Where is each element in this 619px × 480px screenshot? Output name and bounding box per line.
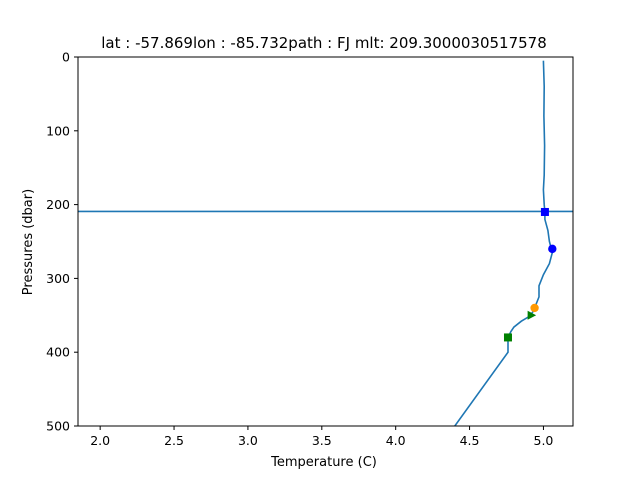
plot-frame — [77, 56, 574, 427]
marker-0-square — [540, 207, 549, 216]
series-line-0 — [454, 60, 554, 426]
x-tick-label: 3.5 — [312, 433, 332, 448]
x-tick-label: 2.5 — [164, 433, 184, 448]
x-tick-label: 4.0 — [386, 433, 406, 448]
y-tick-label: 100 — [46, 123, 70, 138]
x-axis-label: Temperature (C) — [270, 455, 377, 470]
y-axis-label: Pressures (dbar) — [21, 189, 36, 295]
y-tick-label: 500 — [46, 419, 70, 434]
y-tick-label: 300 — [46, 271, 70, 286]
y-tick-label: 0 — [62, 50, 70, 65]
x-tick-label: 4.5 — [460, 433, 480, 448]
y-tick-label: 200 — [46, 197, 70, 212]
y-tick-label: 400 — [46, 345, 70, 360]
x-tick-label: 2.0 — [90, 433, 110, 448]
x-tick-label: 3.0 — [238, 433, 258, 448]
chart-title: lat : -57.869lon : -85.732path : FJ mlt:… — [101, 34, 547, 52]
marker-1-circle — [548, 244, 557, 254]
marker-4-square — [503, 333, 512, 342]
marker-3-triangle-right — [527, 310, 537, 320]
x-tick-label: 5.0 — [534, 433, 554, 448]
plot-area: 2.0 2.5 3.0 3.5 4.0 4.5 5.0 0 100 200 300 400 500 — [46, 50, 574, 448]
marker-2-circle — [530, 303, 539, 313]
